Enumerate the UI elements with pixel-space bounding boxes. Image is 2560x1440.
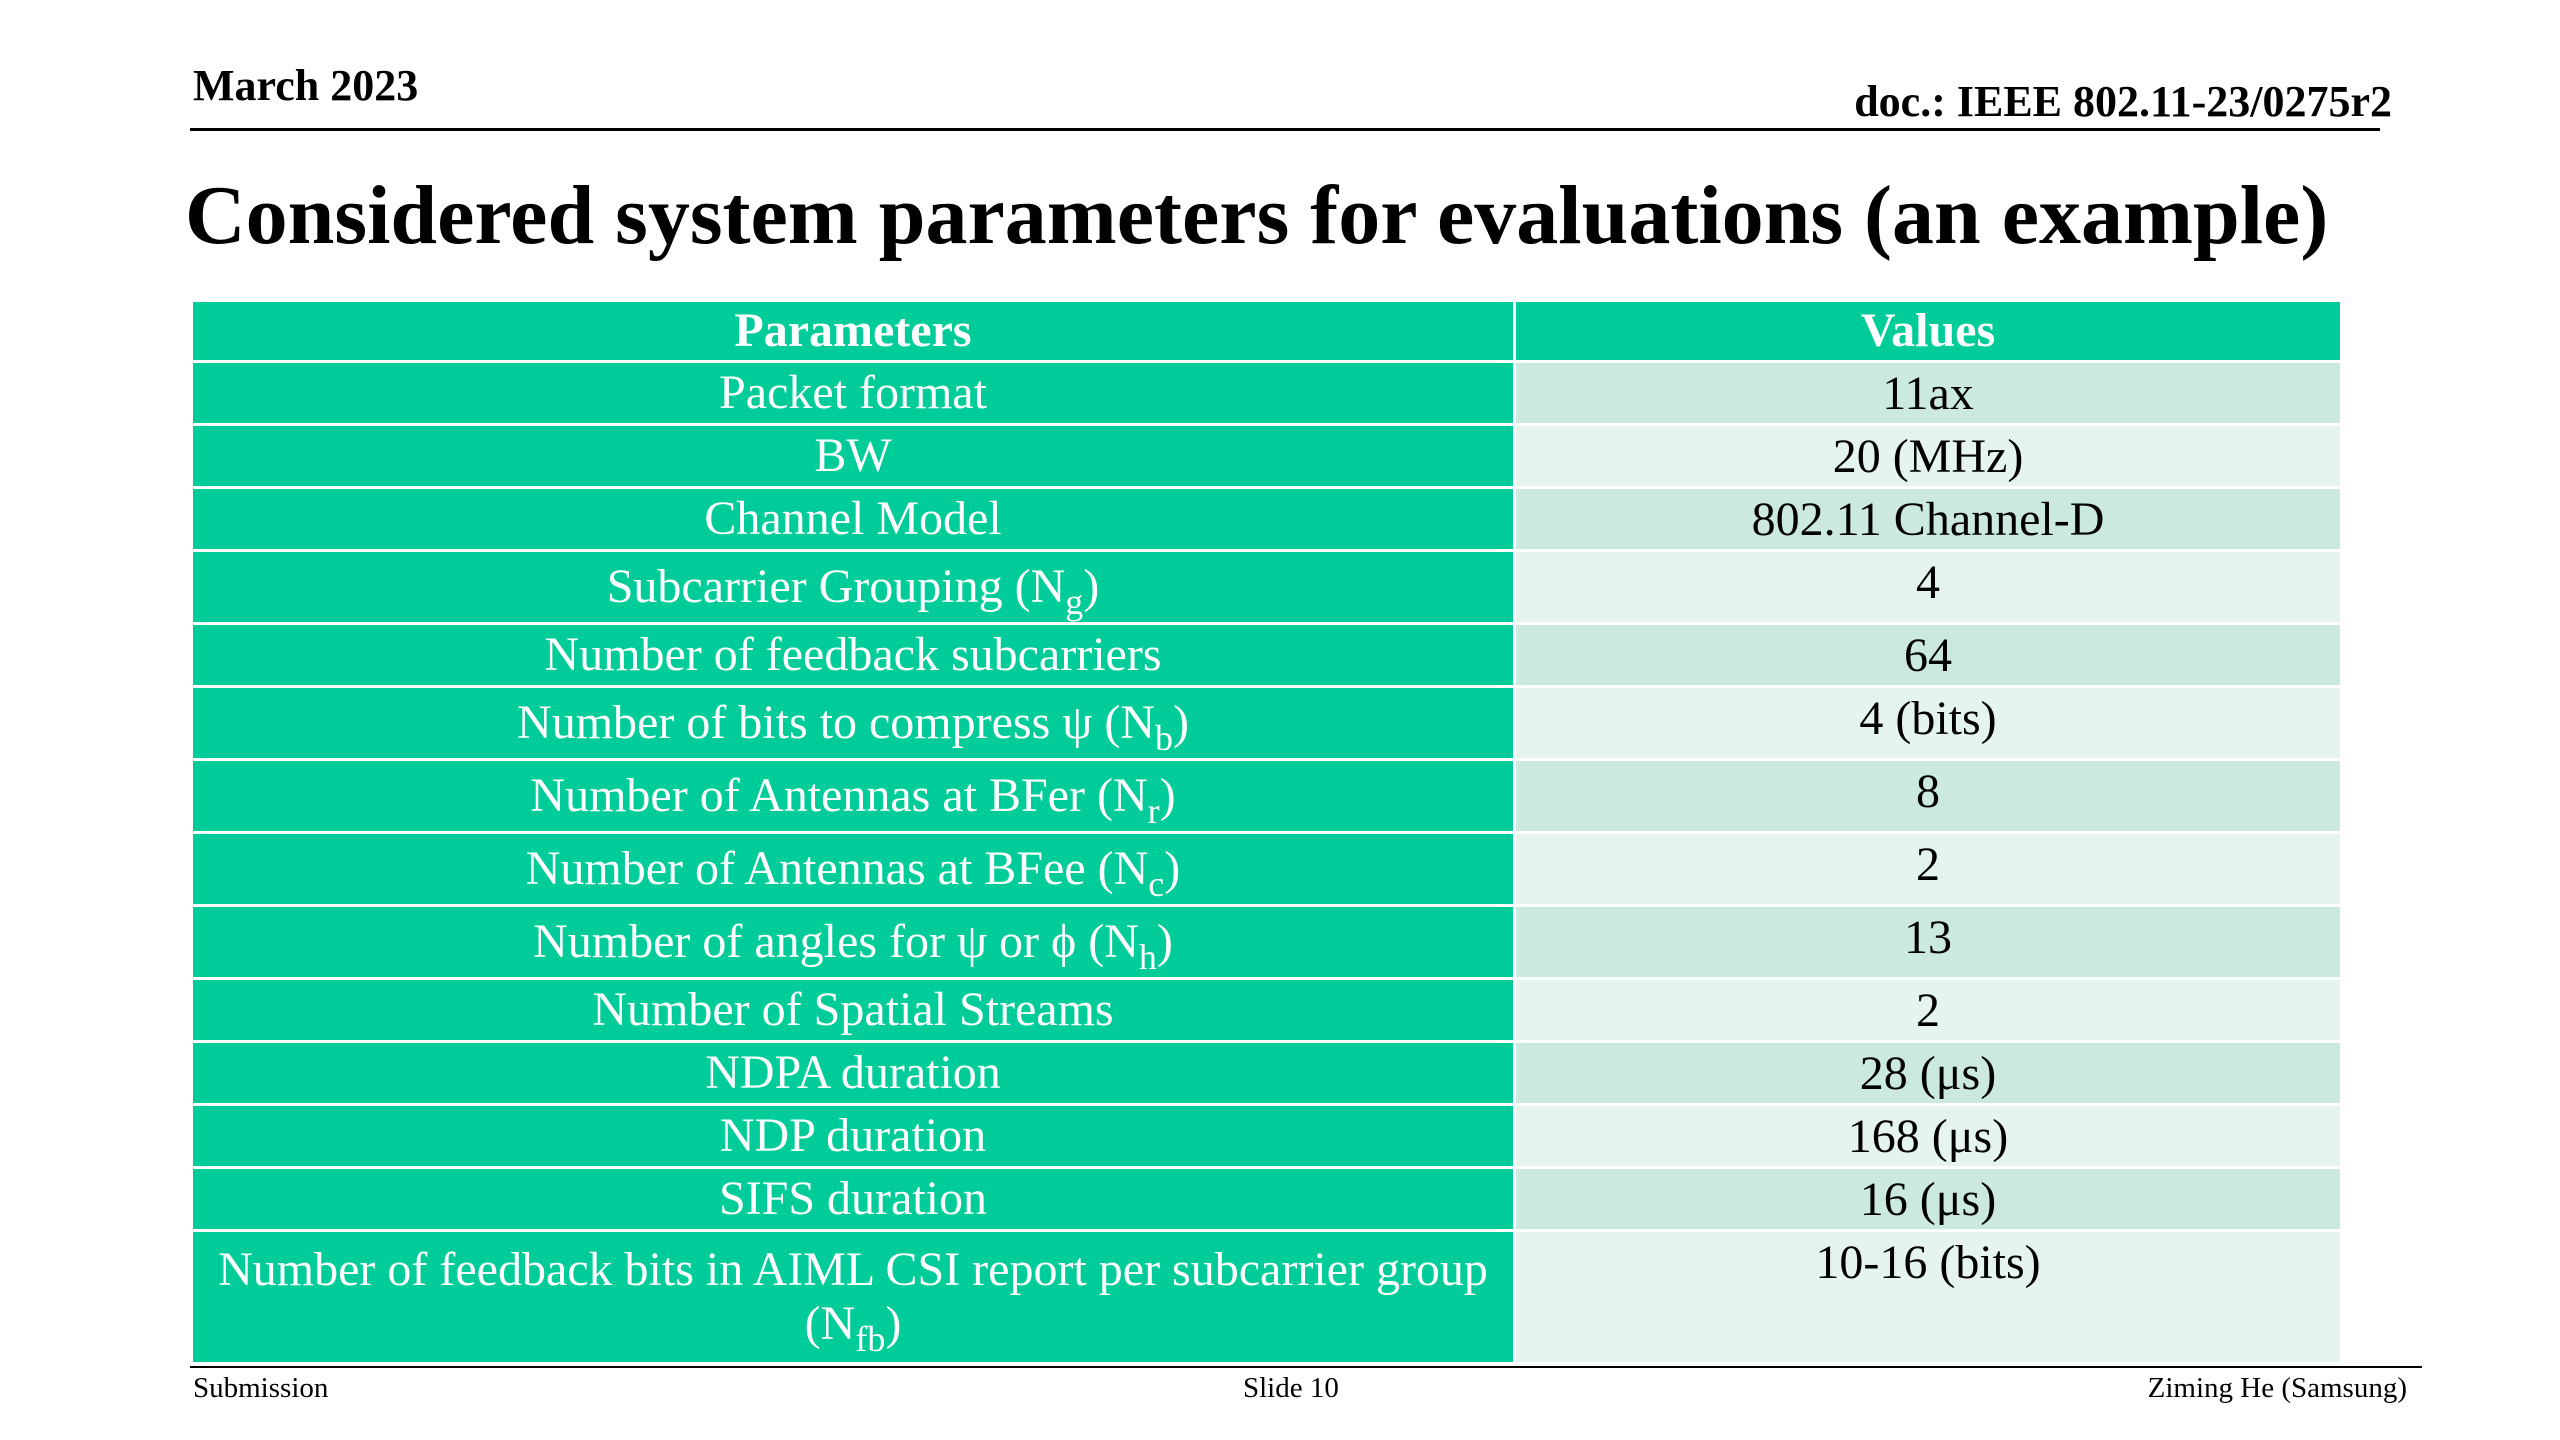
- parameter-cell: Number of bits to compress ψ (Nb): [193, 686, 1516, 761]
- parameter-label: Number of feedback subcarriers: [544, 628, 1162, 682]
- table-row: Channel Model 802.11 Channel-D: [193, 487, 2340, 552]
- table-row: NDPA duration 28 (μs): [193, 1041, 2340, 1106]
- value-cell: 8: [1514, 759, 2340, 834]
- table-row: Number of Antennas at BFee (Nc) 2: [193, 832, 2340, 907]
- table-row: BW 20 (MHz): [193, 424, 2340, 489]
- value-cell: 16 (μs): [1514, 1167, 2340, 1232]
- parameter-subscript: h: [1138, 937, 1157, 978]
- parameter-label: SIFS duration: [718, 1172, 988, 1226]
- table-row: Number of feedback bits in AIML CSI repo…: [193, 1230, 2340, 1362]
- footer-divider: [190, 1366, 2422, 1368]
- parameter-subscript: c: [1148, 864, 1165, 905]
- value-cell: 168 (μs): [1514, 1104, 2340, 1169]
- parameter-cell: Number of feedback subcarriers: [193, 623, 1516, 688]
- value-cell: 10-16 (bits): [1514, 1230, 2340, 1362]
- parameter-cell: NDP duration: [193, 1104, 1516, 1169]
- parameter-subscript: g: [1065, 582, 1084, 623]
- footer-submission: Submission: [193, 1372, 329, 1404]
- parameter-label: Number of bits to compress ψ (N: [517, 696, 1155, 750]
- header-divider: [190, 128, 2380, 131]
- parameter-label: Subcarrier Grouping (N: [606, 560, 1066, 614]
- table-row: Number of Antennas at BFer (Nr) 8: [193, 759, 2340, 834]
- header-date: March 2023: [193, 61, 419, 110]
- table-header-row: Parameters Values: [193, 302, 2340, 363]
- parameter-label: BW: [814, 429, 892, 483]
- parameter-cell: Number of Spatial Streams: [193, 978, 1516, 1043]
- column-header-parameters: Parameters: [193, 302, 1516, 363]
- slide-title: Considered system parameters for evaluat…: [185, 169, 2329, 262]
- value-cell: 2: [1514, 978, 2340, 1043]
- parameter-cell: Packet format: [193, 361, 1516, 426]
- parameter-suffix: ): [1172, 696, 1189, 750]
- parameter-label: Number of Antennas at BFee (N: [525, 842, 1149, 896]
- table-row: Subcarrier Grouping (Ng) 4: [193, 550, 2340, 625]
- parameter-cell: SIFS duration: [193, 1167, 1516, 1232]
- value-cell: 4: [1514, 550, 2340, 625]
- table-row: Number of bits to compress ψ (Nb) 4 (bit…: [193, 686, 2340, 761]
- value-cell: 13: [1514, 905, 2340, 980]
- parameter-cell: Number of angles for ψ or ϕ (Nh): [193, 905, 1516, 980]
- value-cell: 20 (MHz): [1514, 424, 2340, 489]
- parameter-label: Channel Model: [704, 492, 1002, 546]
- value-cell: 802.11 Channel-D: [1514, 487, 2340, 552]
- parameter-suffix: ): [1156, 915, 1173, 969]
- table-row: SIFS duration 16 (μs): [193, 1167, 2340, 1232]
- parameter-cell: NDPA duration: [193, 1041, 1516, 1106]
- value-cell: 28 (μs): [1514, 1041, 2340, 1106]
- parameter-subscript: b: [1154, 718, 1173, 759]
- table-row: Packet format 11ax: [193, 361, 2340, 426]
- parameter-cell: Channel Model: [193, 487, 1516, 552]
- table-row: Number of feedback subcarriers 64: [193, 623, 2340, 688]
- parameter-subscript: fb: [855, 1319, 886, 1359]
- parameters-table: Parameters Values Packet format 11ax BW …: [193, 302, 2340, 1362]
- parameter-cell: Number of Antennas at BFee (Nc): [193, 832, 1516, 907]
- parameter-suffix: ): [1083, 560, 1100, 614]
- value-cell: 4 (bits): [1514, 686, 2340, 761]
- parameter-cell: Number of feedback bits in AIML CSI repo…: [193, 1230, 1516, 1362]
- parameter-cell: Number of Antennas at BFer (Nr): [193, 759, 1516, 834]
- table-row: Number of Spatial Streams 2: [193, 978, 2340, 1043]
- parameter-label: Number of angles for ψ or ϕ (N: [533, 915, 1139, 969]
- parameter-subscript: r: [1147, 791, 1160, 832]
- table-row: NDP duration 168 (μs): [193, 1104, 2340, 1169]
- value-cell: 2: [1514, 832, 2340, 907]
- parameter-cell: Subcarrier Grouping (Ng): [193, 550, 1516, 625]
- value-cell: 64: [1514, 623, 2340, 688]
- table-row: Number of angles for ψ or ϕ (Nh) 13: [193, 905, 2340, 980]
- parameter-label: Number of feedback bits in AIML CSI repo…: [218, 1243, 1488, 1350]
- parameter-suffix: ): [1164, 842, 1181, 896]
- parameter-label: Number of Antennas at BFer (N: [530, 769, 1148, 823]
- parameter-suffix: ): [885, 1297, 902, 1350]
- parameter-label: Number of Spatial Streams: [592, 983, 1114, 1037]
- parameter-cell: BW: [193, 424, 1516, 489]
- column-header-values: Values: [1514, 302, 2340, 363]
- footer-author: Ziming He (Samsung): [2147, 1372, 2407, 1404]
- parameter-suffix: ): [1159, 769, 1176, 823]
- value-cell: 11ax: [1514, 361, 2340, 426]
- footer-slide-number: Slide 10: [1243, 1372, 1339, 1404]
- header-doc-id: doc.: IEEE 802.11-23/0275r2: [1854, 77, 2392, 126]
- parameter-label: NDP duration: [719, 1109, 987, 1163]
- parameter-label: Packet format: [719, 366, 987, 420]
- parameter-label: NDPA duration: [705, 1046, 1001, 1100]
